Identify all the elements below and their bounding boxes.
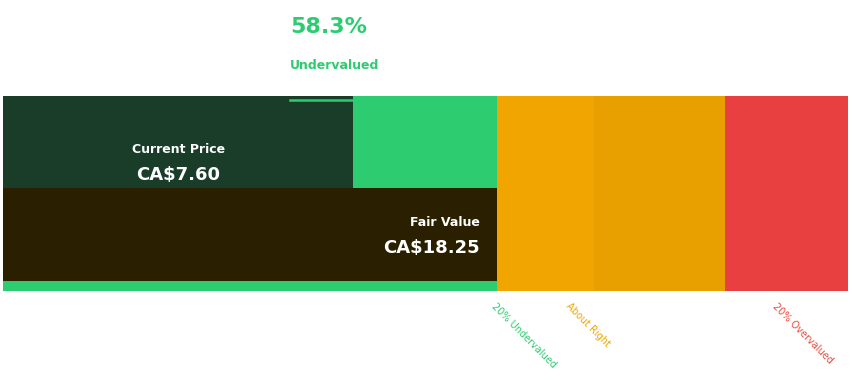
- Text: Fair Value: Fair Value: [410, 216, 480, 229]
- Bar: [497, 97, 594, 291]
- Text: 20% Undervalued: 20% Undervalued: [489, 301, 558, 370]
- Bar: [353, 97, 497, 291]
- Text: Current Price: Current Price: [131, 143, 224, 156]
- Text: 20% Overvalued: 20% Overvalued: [770, 301, 834, 365]
- Bar: [3, 188, 497, 281]
- Text: Undervalued: Undervalued: [290, 59, 379, 72]
- Bar: [3, 97, 353, 226]
- Text: CA$7.60: CA$7.60: [136, 166, 220, 184]
- Bar: [724, 97, 847, 291]
- Text: About Right: About Right: [563, 301, 611, 349]
- Text: CA$18.25: CA$18.25: [383, 239, 480, 257]
- Text: 58.3%: 58.3%: [290, 17, 366, 37]
- Bar: [3, 97, 353, 291]
- Bar: [594, 97, 724, 291]
